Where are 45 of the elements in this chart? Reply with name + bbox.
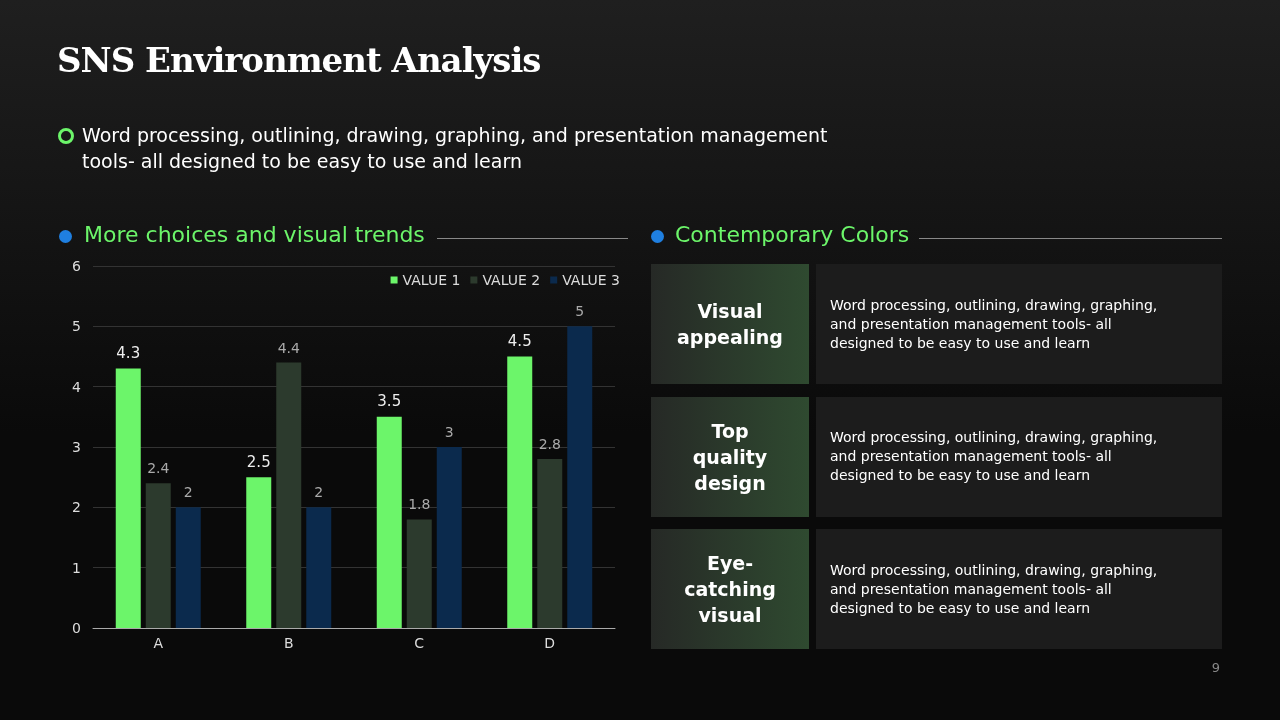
chart-title: More choices and visual trends: [84, 222, 425, 247]
text: Word processing, outlining, drawing, graphing, and presentation management tools- all designed to be easy to use and learn: [816, 264, 1222, 384]
bar: [175, 507, 201, 628]
legend-label: VALUE 1: [402, 272, 461, 288]
text: Visual appealing: [651, 264, 809, 384]
y-tick-label: 0: [72, 620, 81, 636]
data-label: 2: [183, 484, 193, 501]
text: Word processing, outlining, drawing, graphing, and presentation management tools- all designed to be easy to use and learn: [82, 123, 829, 174]
y-tick-label: 6: [72, 258, 82, 274]
data-label: 3.5: [377, 392, 402, 411]
x-tick-label: A: [153, 635, 164, 651]
text: Word processing, outlining, drawing, graphing, and presentation management tools- all designed to be easy to use and learn: [816, 529, 1222, 649]
data-label: 4.4: [277, 339, 300, 356]
bar: [567, 326, 593, 628]
data-label: 2: [314, 484, 324, 501]
text: Top quality design: [651, 396, 809, 517]
legend-label: VALUE 2: [482, 272, 541, 288]
x-tick-label: C: [414, 635, 425, 651]
data-label: 2.5: [246, 452, 271, 471]
data-label: 2.4: [147, 460, 170, 477]
bar: [115, 368, 141, 628]
data-label: 3: [444, 424, 454, 440]
data-label: 4.3: [116, 344, 141, 363]
bar: [246, 477, 272, 628]
y-tick-label: 3: [72, 439, 81, 455]
text: Word processing, outlining, drawing, graphing, and presentation management tools- all designed to be easy to use and learn: [816, 396, 1222, 517]
x-tick-label: D: [544, 635, 556, 651]
data-label: 1.8: [408, 496, 431, 513]
x-tick-label: B: [283, 635, 294, 651]
data-label: 2.8: [538, 436, 561, 453]
text: 9: [1210, 660, 1220, 675]
y-tick-label: 1: [72, 559, 81, 576]
text: SNS Environment Analysis: [57, 40, 541, 80]
bar: [436, 447, 462, 628]
bar: [306, 507, 332, 628]
text: Eye-catching visual: [651, 529, 809, 649]
data-label: 4.5: [507, 332, 532, 350]
data-label: 5: [575, 303, 585, 320]
legend-label: VALUE 3: [562, 272, 620, 288]
y-tick-label: 5: [72, 318, 81, 335]
bar: [507, 356, 533, 628]
text: Contemporary Colors: [675, 222, 910, 247]
bar: [376, 416, 402, 628]
y-tick-label: 2: [72, 499, 81, 516]
y-tick-label: 4: [72, 378, 82, 395]
